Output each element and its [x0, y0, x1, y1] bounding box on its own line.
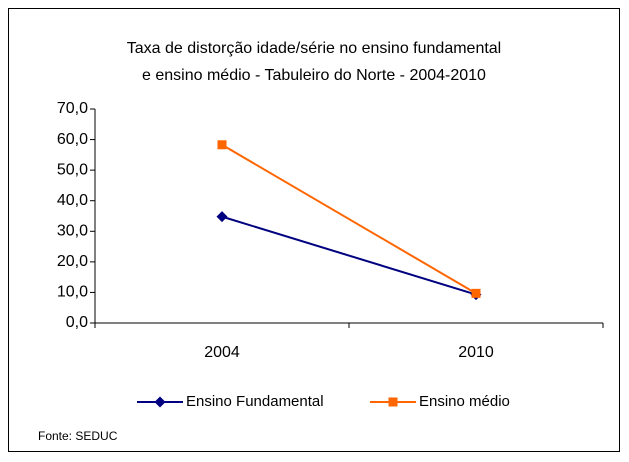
- point: [154, 396, 166, 408]
- y-tick-label: 70,0: [57, 100, 88, 117]
- y-tick-label: 40,0: [57, 192, 88, 209]
- y-tick-label: 20,0: [57, 253, 88, 270]
- source-note: Fonte: SEDUC: [38, 429, 118, 443]
- series-line: [221, 215, 477, 296]
- chart-border: [8, 8, 620, 452]
- point: [216, 211, 228, 223]
- point: [388, 397, 398, 407]
- series-line: [221, 143, 477, 295]
- y-tick-label: 30,0: [57, 223, 88, 240]
- chart-title: Taxa de distorção idade/série no ensino …: [127, 40, 501, 57]
- legend-label: Ensino médio: [419, 393, 510, 410]
- y-tick-label: 10,0: [57, 284, 88, 301]
- y-tick-label: 60,0: [57, 131, 88, 148]
- x-tick-label: 2010: [458, 344, 494, 361]
- point: [217, 140, 227, 150]
- point: [471, 288, 481, 298]
- x-tick-label: 2004: [204, 344, 240, 361]
- chart-title: e ensino médio - Tabuleiro do Norte - 20…: [142, 67, 486, 84]
- y-tick-label: 50,0: [57, 161, 88, 178]
- y-tick-label: 0,0: [66, 314, 88, 331]
- legend-label: Ensino Fundamental: [186, 393, 324, 410]
